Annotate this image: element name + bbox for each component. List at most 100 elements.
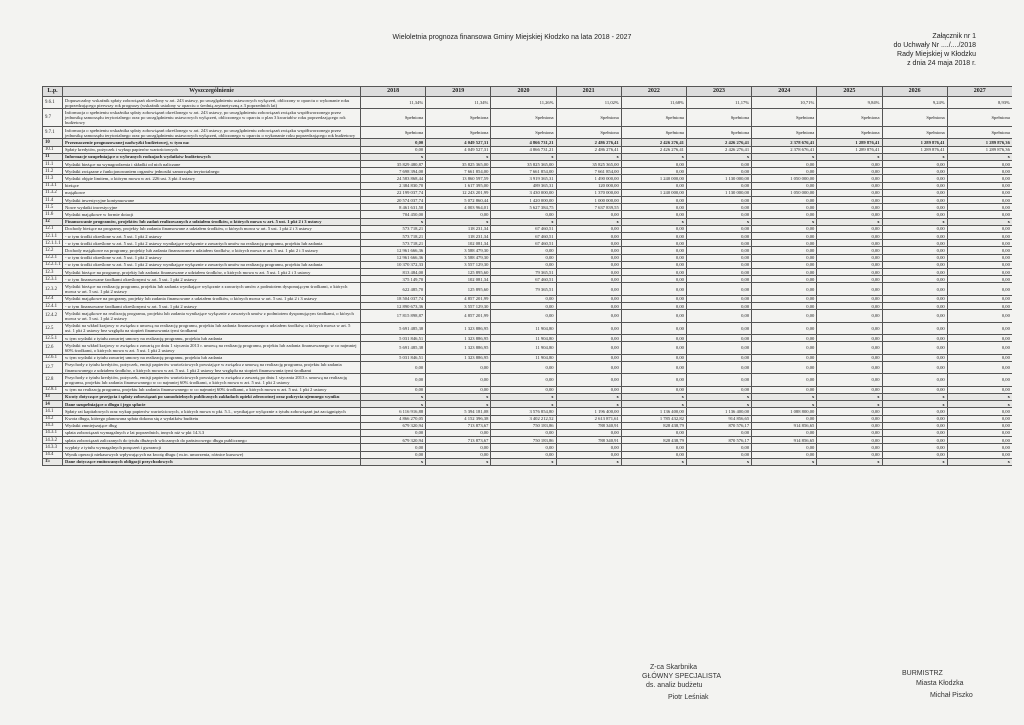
row-value: 125 895,60	[425, 268, 492, 277]
row-value: 573 718,21	[359, 232, 427, 241]
row-value: x	[816, 400, 883, 409]
row-value: 0,00	[946, 414, 1012, 423]
table-row: 12.7 Przychody z tytułu kredytów, pożycze…	[42, 360, 1012, 375]
row-value: 1 323 886,95	[425, 341, 492, 355]
annex-line: z dnia 24 maja 2018 r.	[907, 60, 976, 67]
row-value: 0,00	[685, 167, 753, 176]
row-value: 120 000,00	[555, 181, 622, 190]
row-value: 2 426 276,41	[620, 138, 687, 147]
row-value: 1 130 000,00	[685, 188, 753, 198]
row-value: Spełniona	[359, 108, 427, 128]
row-value: x	[816, 392, 883, 402]
table-row: 11.3.2 majątkowe 22 199 037,74 12 243 201,9…	[42, 188, 1012, 198]
row-value: 2 486 276,41	[555, 145, 622, 154]
row-value: 0,00	[555, 232, 622, 241]
row-value: 0,00	[946, 294, 1012, 304]
row-value: 0,00	[816, 341, 883, 355]
row-value: 0,00	[946, 260, 1012, 270]
row-value: 11 904,80	[490, 321, 557, 336]
row-value: 0,00	[946, 253, 1012, 262]
row-number: 12.6.1	[42, 353, 63, 362]
row-value: 12 961 666,36	[359, 253, 427, 262]
row-value: x	[751, 392, 818, 402]
row-value: 870 576,17	[685, 436, 753, 445]
row-value: Spełniona	[620, 108, 687, 128]
row-number: 11.6	[42, 210, 63, 219]
row-value: Spełniona	[685, 108, 753, 128]
row-value: 0,00	[685, 385, 753, 394]
row-value: Spełniona	[946, 125, 1012, 140]
row-value: 10,71%	[751, 95, 818, 110]
row-value: 0,00	[816, 450, 883, 459]
row-value: 0,00	[881, 174, 948, 183]
row-description: Wydatki majątkowe w formie dotacji	[62, 210, 361, 219]
row-value: 0,00	[816, 436, 883, 445]
row-value: 0,00	[946, 436, 1012, 445]
row-value: 0,00	[816, 210, 883, 219]
row-value: x	[881, 217, 948, 226]
row-value: 0,00	[881, 321, 948, 336]
row-value: 0,00	[881, 224, 948, 234]
row-value: 0,00	[685, 160, 753, 169]
row-value: 1 050 000,00	[751, 188, 818, 198]
row-value: 914 856,65	[751, 436, 818, 445]
row-value: x	[490, 152, 557, 162]
row-value: 0,00	[816, 407, 883, 416]
table-row: 12.6.1 w tym wydatki z tytułu zawartej um…	[42, 353, 1012, 362]
row-value: 1 136 400,00	[620, 407, 687, 416]
column-header: 2027	[946, 86, 1012, 97]
document-title: Wieloletnia prognoza finansowa Gminy Mie…	[392, 34, 632, 41]
row-value: 0,00	[555, 294, 622, 304]
table-row: 12.1 Dochody bieżące na programy, projekt…	[42, 224, 1012, 234]
row-value: x	[359, 392, 427, 402]
row-number: 12.8.1	[42, 385, 63, 394]
row-value: 1 370 000,00	[555, 188, 622, 198]
row-value: 0,00	[881, 309, 948, 323]
row-value: 11 904,80	[490, 341, 557, 355]
row-description: spłata zobowiązań zaliczanych do tytułu …	[62, 436, 361, 445]
row-value: x	[620, 457, 687, 466]
row-value: 0,00	[881, 302, 948, 311]
stamp-text: Piotr Leśniak	[668, 694, 709, 701]
row-value: 0,00	[425, 360, 492, 375]
row-value: 622 485,70	[359, 282, 427, 296]
annex-line: Rady Miejskiej w Kłodzku	[897, 51, 976, 58]
row-value: 0,00	[816, 246, 883, 255]
row-value: 7 661 854,00	[555, 167, 622, 176]
row-number: 12.4.1	[42, 302, 63, 311]
row-value: x	[946, 152, 1012, 162]
row-value: 9,24%	[881, 95, 948, 110]
row-value: 4 152 396,38	[425, 414, 492, 423]
row-value: 1 289 876,41	[816, 138, 883, 147]
row-number: 13	[42, 392, 63, 402]
row-value: x	[751, 152, 818, 162]
row-value: 0,00	[751, 353, 818, 362]
table-row: 9.6.1 Dopuszczalny wskaźnik spłaty zobowi…	[42, 95, 1012, 110]
row-value: 0,00	[751, 302, 818, 311]
row-value: 0,00	[555, 385, 622, 394]
row-value: 1 130 000,00	[685, 174, 753, 183]
table-row: 12.2.1- w tym środki określone w art. 5 …	[42, 253, 1012, 262]
row-value: 0,00	[620, 450, 687, 459]
row-value: 5 031 846,51	[359, 334, 427, 343]
column-header: Wyszczególnienie	[62, 86, 361, 97]
row-value: 3 557 129,30	[425, 302, 492, 311]
row-description: Przychody z tytułu kredytów, pożyczek, e…	[62, 360, 361, 375]
row-value: 0,00	[816, 239, 883, 248]
row-value: 0,00	[881, 203, 948, 212]
row-value: 11 904,80	[490, 334, 557, 343]
row-value: 0,00	[685, 203, 753, 212]
row-value: 0,00	[751, 160, 818, 169]
row-value: 0,00	[881, 160, 948, 169]
table-row: 12.5.1 w tym wydatki z tytułu zawartej um…	[42, 334, 1012, 343]
row-value: x	[620, 392, 687, 402]
row-value: 0,00	[620, 246, 687, 255]
row-description: Wydatki na wkład krajowy w związku z zaw…	[62, 341, 361, 355]
row-number: 12.5.1	[42, 334, 63, 343]
row-value: 0,00	[816, 294, 883, 304]
row-value: 1 136 400,00	[685, 407, 753, 416]
row-value: 0,00	[816, 428, 883, 438]
row-description: Informacja o spełnieniu wskaźnika spłaty…	[62, 125, 361, 140]
row-value: 35 825 365,00	[425, 160, 492, 169]
